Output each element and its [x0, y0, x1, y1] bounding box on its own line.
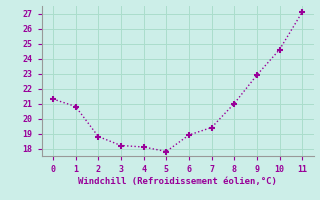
- X-axis label: Windchill (Refroidissement éolien,°C): Windchill (Refroidissement éolien,°C): [78, 177, 277, 186]
